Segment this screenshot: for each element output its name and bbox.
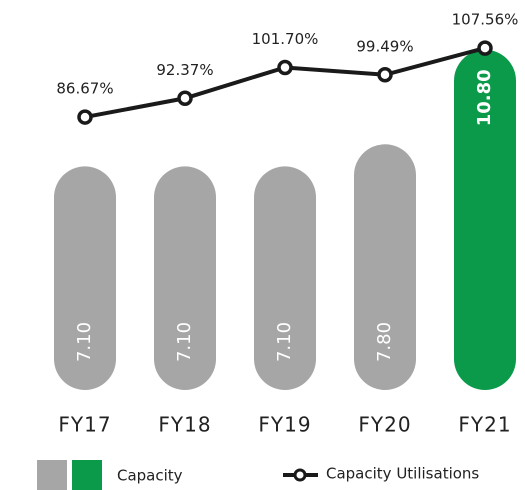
legend-marker [293,468,307,482]
legend-label: Capacity [117,467,183,485]
x-tick-label: FY21 [458,413,511,437]
bar [354,144,416,390]
line [84,46,486,120]
line-value-label: 86.67% [56,80,113,98]
line-marker [77,109,93,125]
bar-value-label: 7.10 [74,322,95,362]
line-value-label: 92.37% [156,61,213,79]
x-tick-label: FY19 [258,413,311,437]
line-value-label: 107.56% [452,11,519,29]
line-marker [477,40,493,56]
bar-value-label: 7.10 [274,322,295,362]
bar [254,166,316,390]
bar [54,166,116,390]
x-tick-label: FY17 [58,413,111,437]
line-marker [177,90,193,107]
legend-label: Capacity Utilisations [326,465,479,483]
line-value-label: 101.70% [252,30,319,48]
x-tick-label: FY18 [158,413,211,437]
line-marker [377,67,393,83]
bar [454,49,516,391]
line-value-label: 99.49% [356,37,413,55]
bar-value-label: 7.10 [174,322,195,362]
x-tick-label: FY20 [358,413,411,437]
bar-value-label: 7.80 [374,322,395,362]
legend-swatch [72,460,102,490]
bar-value-label: 10.80 [474,69,495,126]
line-marker [277,59,293,76]
bar [154,166,216,390]
legend-swatch [37,460,67,490]
